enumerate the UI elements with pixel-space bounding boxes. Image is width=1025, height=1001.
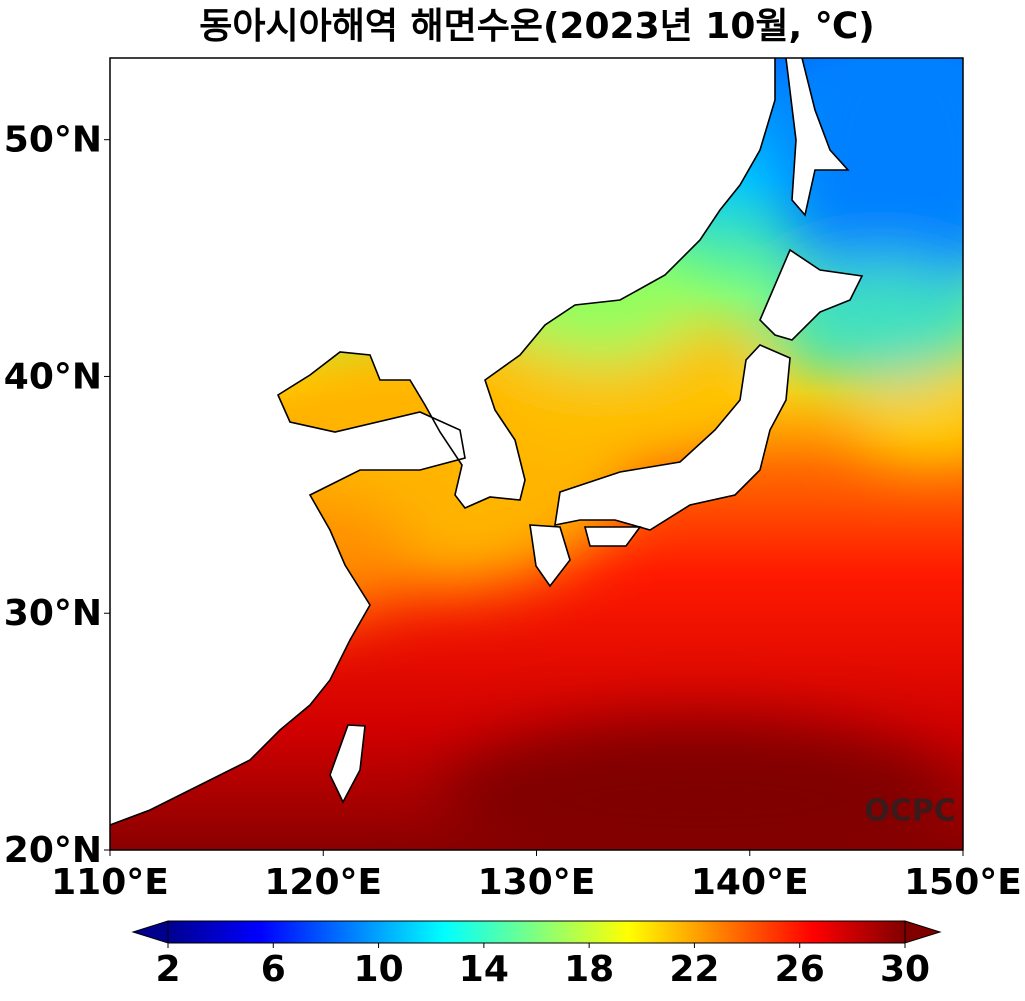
colorbar [167,920,906,944]
colorbar-tick-label: 6 [261,949,286,990]
kyushu [529,524,571,588]
y-tick-label: 20°N [4,830,102,871]
watermark: OCPC [864,794,956,829]
x-tick-label: 130°E [478,862,596,903]
sakhalin [785,58,850,217]
colorbar-tick-label: 2 [155,949,180,990]
x-tick-label: 150°E [904,862,1022,903]
mainland [110,58,776,826]
y-tick-label: 50°N [4,120,102,161]
sst-field [110,58,963,850]
colorbar-tick-label: 14 [459,949,509,990]
y-tick-label: 30°N [4,593,102,634]
x-tick-label: 140°E [691,862,809,903]
colorbar-tick-label: 22 [669,949,719,990]
colorbar-extend-min [131,920,169,944]
colorbar-extend-max [904,920,942,944]
taiwan [329,724,366,804]
y-tick-label: 40°N [4,356,102,397]
shikoku [583,526,642,547]
colorbar-tick-label: 30 [880,949,930,990]
colorbar-tick-label: 18 [564,949,614,990]
x-tick-label: 120°E [264,862,382,903]
honshu [554,344,791,531]
colorbar-tick-label: 26 [775,949,825,990]
colorbar-tick-label: 10 [354,949,404,990]
x-tick-label: 110°E [51,862,169,903]
title: 동아시아해역 해면수온(2023년 10월, ℃) [199,6,875,47]
hokkaido [759,248,864,341]
